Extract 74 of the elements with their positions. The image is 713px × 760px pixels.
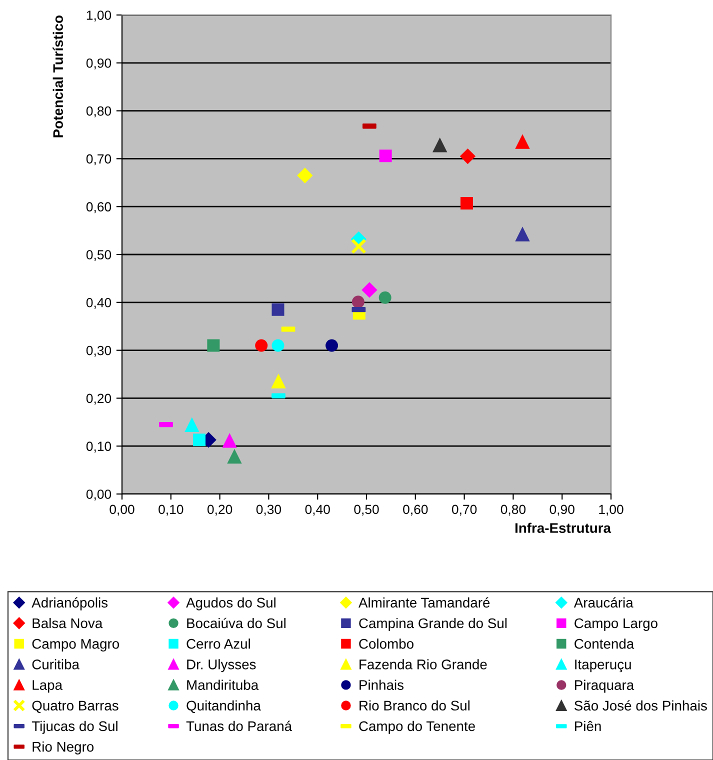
y-tick-label: 0,30 <box>86 346 112 357</box>
legend-label: Pinhais <box>360 680 404 690</box>
legend-label: Tijucas do Sul <box>32 720 118 734</box>
x-axis-title: Infra-Estrutura <box>515 522 612 533</box>
legend-label: Cerro Azul <box>186 638 250 649</box>
legend-label: Curitiba <box>32 659 80 670</box>
point <box>272 374 286 388</box>
legend-label: Dr. Ulysses <box>187 659 256 672</box>
y-tick-label: 0,90 <box>86 58 112 70</box>
point <box>255 339 268 352</box>
point <box>272 339 284 352</box>
point <box>379 150 392 162</box>
point <box>222 434 237 448</box>
point <box>352 296 364 308</box>
point <box>362 282 378 298</box>
point <box>207 339 220 352</box>
legend-label: Tunas do Paraná <box>186 720 292 732</box>
x-tick-label: 0,10 <box>158 504 184 516</box>
y-tick-label: 0,80 <box>86 106 112 118</box>
x-tick-label: 0,00 <box>110 504 134 516</box>
x-tick-label: 0,50 <box>354 504 379 516</box>
x-tick-label: 0,70 <box>452 504 477 516</box>
legend-label: Rio Negro <box>32 741 94 754</box>
y-tick-label: 0,70 <box>86 154 112 166</box>
legend-label: Quitandinha <box>186 700 261 714</box>
x-tick-label: 1,00 <box>599 504 624 516</box>
y-tick-label: 0,00 <box>86 490 112 500</box>
y-axis-title: Potencial Turístico <box>52 16 64 138</box>
legend-label: Piraquara <box>575 680 634 693</box>
legend-label: Quatro Barras <box>32 700 118 714</box>
legend-label: Campo Largo <box>574 618 658 631</box>
point <box>378 291 392 304</box>
legend-label: Adrianópolis <box>32 597 108 610</box>
legend-label: Colombo <box>359 638 414 649</box>
x-tick-label: 0,60 <box>403 504 428 516</box>
legend-label: Contenda <box>574 638 634 649</box>
x-tick-label: 0,20 <box>207 504 232 516</box>
point <box>326 339 338 352</box>
y-tick-label: 1,00 <box>86 10 112 22</box>
legend-label: Piên <box>575 720 601 732</box>
legend-label: Mandirituba <box>187 680 259 690</box>
point <box>228 450 242 464</box>
x-tick-label: 0,80 <box>500 504 526 516</box>
y-tick-label: 0,10 <box>86 442 112 453</box>
legend-label: Araucária <box>574 597 634 608</box>
point <box>184 418 199 432</box>
point <box>350 238 366 254</box>
legend-label: Bocaiúva do Sul <box>187 618 286 628</box>
point <box>272 303 284 316</box>
legend-label: Campo Magro <box>32 638 120 652</box>
legend-label: Campina Grande do Sul <box>359 618 507 631</box>
point <box>460 196 473 210</box>
legend-label: Itaperuçu <box>575 660 631 672</box>
legend-label: Lapa <box>32 680 63 693</box>
legend-label: Campo do Tenente <box>359 720 475 734</box>
point <box>297 168 312 184</box>
point <box>193 434 206 446</box>
point <box>516 134 530 149</box>
legend-label: São José dos Pinhais <box>574 700 707 711</box>
legend-label: Balsa Nova <box>32 618 103 628</box>
x-tick-label: 0,30 <box>256 504 282 516</box>
x-tick-label: 0,90 <box>550 504 574 516</box>
y-tick-label: 0,50 <box>86 250 112 261</box>
point <box>432 138 447 152</box>
y-tick-label: 0,20 <box>86 394 112 405</box>
y-tick-label: 0,60 <box>86 202 112 214</box>
legend-label: Rio Branco do Sul <box>360 700 470 711</box>
legend-label: Almirante Tamandaré <box>358 597 490 608</box>
legend-label: Agudos do Sul <box>186 597 276 610</box>
point <box>460 148 476 164</box>
point <box>516 227 530 242</box>
x-tick-label: 0,40 <box>305 504 330 516</box>
legend-label: Fazenda Rio Grande <box>360 659 487 670</box>
y-tick-label: 0,40 <box>86 298 112 309</box>
